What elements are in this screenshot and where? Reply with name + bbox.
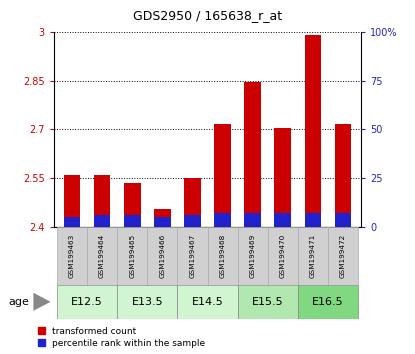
Text: GSM199463: GSM199463 (69, 234, 75, 278)
Bar (117, 227, 147, 285)
Text: E13.5: E13.5 (132, 297, 163, 307)
Bar (214, 124, 231, 227)
Text: GSM199465: GSM199465 (129, 234, 135, 278)
Text: age: age (8, 297, 29, 307)
Text: GSM199472: GSM199472 (340, 234, 346, 278)
Polygon shape (33, 293, 51, 311)
Bar (335, 213, 351, 227)
Bar (238, 227, 268, 285)
Bar (208, 227, 238, 285)
Bar (305, 213, 321, 227)
Text: E16.5: E16.5 (312, 297, 344, 307)
Bar (335, 124, 351, 227)
Bar (244, 82, 261, 227)
Bar (274, 127, 291, 227)
Bar (57, 227, 87, 285)
Text: E12.5: E12.5 (71, 297, 103, 307)
Bar (274, 213, 291, 227)
Bar (117, 285, 177, 319)
Bar (298, 285, 358, 319)
Text: GSM199468: GSM199468 (220, 234, 226, 278)
Text: GSM199467: GSM199467 (189, 234, 195, 278)
Text: E14.5: E14.5 (192, 297, 223, 307)
Bar (244, 213, 261, 227)
Text: E15.5: E15.5 (252, 297, 283, 307)
Legend: transformed count, percentile rank within the sample: transformed count, percentile rank withi… (38, 327, 205, 348)
Text: GSM199470: GSM199470 (280, 234, 286, 278)
Bar (328, 227, 358, 285)
Bar (298, 227, 328, 285)
Text: GSM199466: GSM199466 (159, 234, 165, 278)
Bar (64, 217, 80, 227)
Bar (214, 213, 231, 227)
Bar (177, 227, 208, 285)
Text: GSM199469: GSM199469 (250, 234, 256, 278)
Text: GDS2950 / 165638_r_at: GDS2950 / 165638_r_at (133, 9, 282, 22)
Bar (184, 215, 201, 227)
Bar (94, 215, 110, 227)
Bar (238, 285, 298, 319)
Bar (124, 183, 141, 227)
Bar (147, 227, 177, 285)
Bar (57, 285, 117, 319)
Text: GSM199471: GSM199471 (310, 234, 316, 278)
Bar (87, 227, 117, 285)
Bar (154, 217, 171, 227)
Bar (94, 175, 110, 227)
Bar (64, 175, 80, 227)
Bar (184, 178, 201, 227)
Bar (177, 285, 238, 319)
Bar (124, 215, 141, 227)
Text: GSM199464: GSM199464 (99, 234, 105, 278)
Bar (268, 227, 298, 285)
Bar (154, 209, 171, 227)
Bar (305, 35, 321, 227)
